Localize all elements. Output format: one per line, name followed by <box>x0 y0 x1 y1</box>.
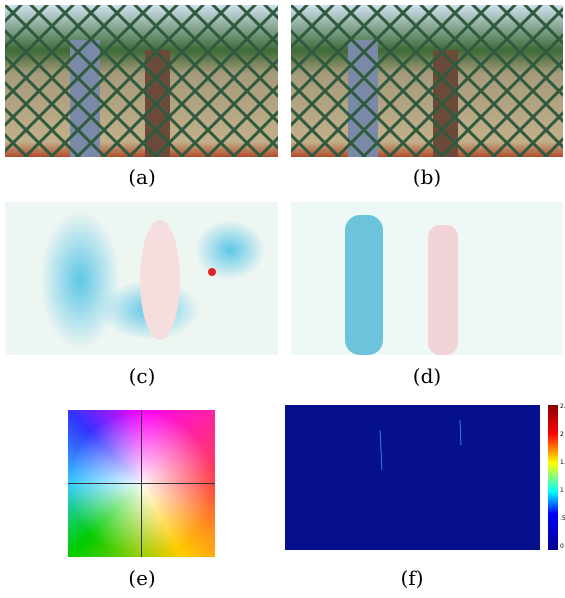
panel-label: (f) <box>362 566 462 590</box>
panel-label: (d) <box>377 364 477 388</box>
colorbar-tick: 2.5 <box>560 403 565 410</box>
wheel-axes <box>68 410 215 557</box>
panel-label: (a) <box>92 165 192 189</box>
colorbar-tick: 1.5 <box>560 459 565 466</box>
colorbar-tick: 1 <box>560 487 564 494</box>
figure: (a) (b) (c) (d) (e) (f) 0 .5 1 1.5 2 2.5 <box>0 0 565 598</box>
panel-label: (c) <box>92 364 192 388</box>
panel-label: (e) <box>92 566 192 590</box>
colorbar-tick: .5 <box>560 515 565 522</box>
panel-label: (b) <box>377 165 477 189</box>
colorbar-tick: 2 <box>560 431 564 438</box>
colorbar-tick: 0 <box>560 543 564 550</box>
